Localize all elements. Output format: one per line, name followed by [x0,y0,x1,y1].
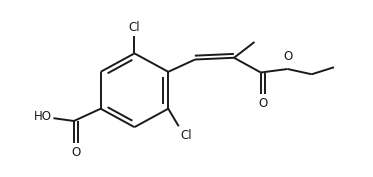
Text: Cl: Cl [180,129,192,142]
Text: O: O [284,50,293,63]
Text: Cl: Cl [129,21,140,34]
Text: O: O [71,145,81,159]
Text: O: O [258,97,267,110]
Text: HO: HO [34,110,51,123]
